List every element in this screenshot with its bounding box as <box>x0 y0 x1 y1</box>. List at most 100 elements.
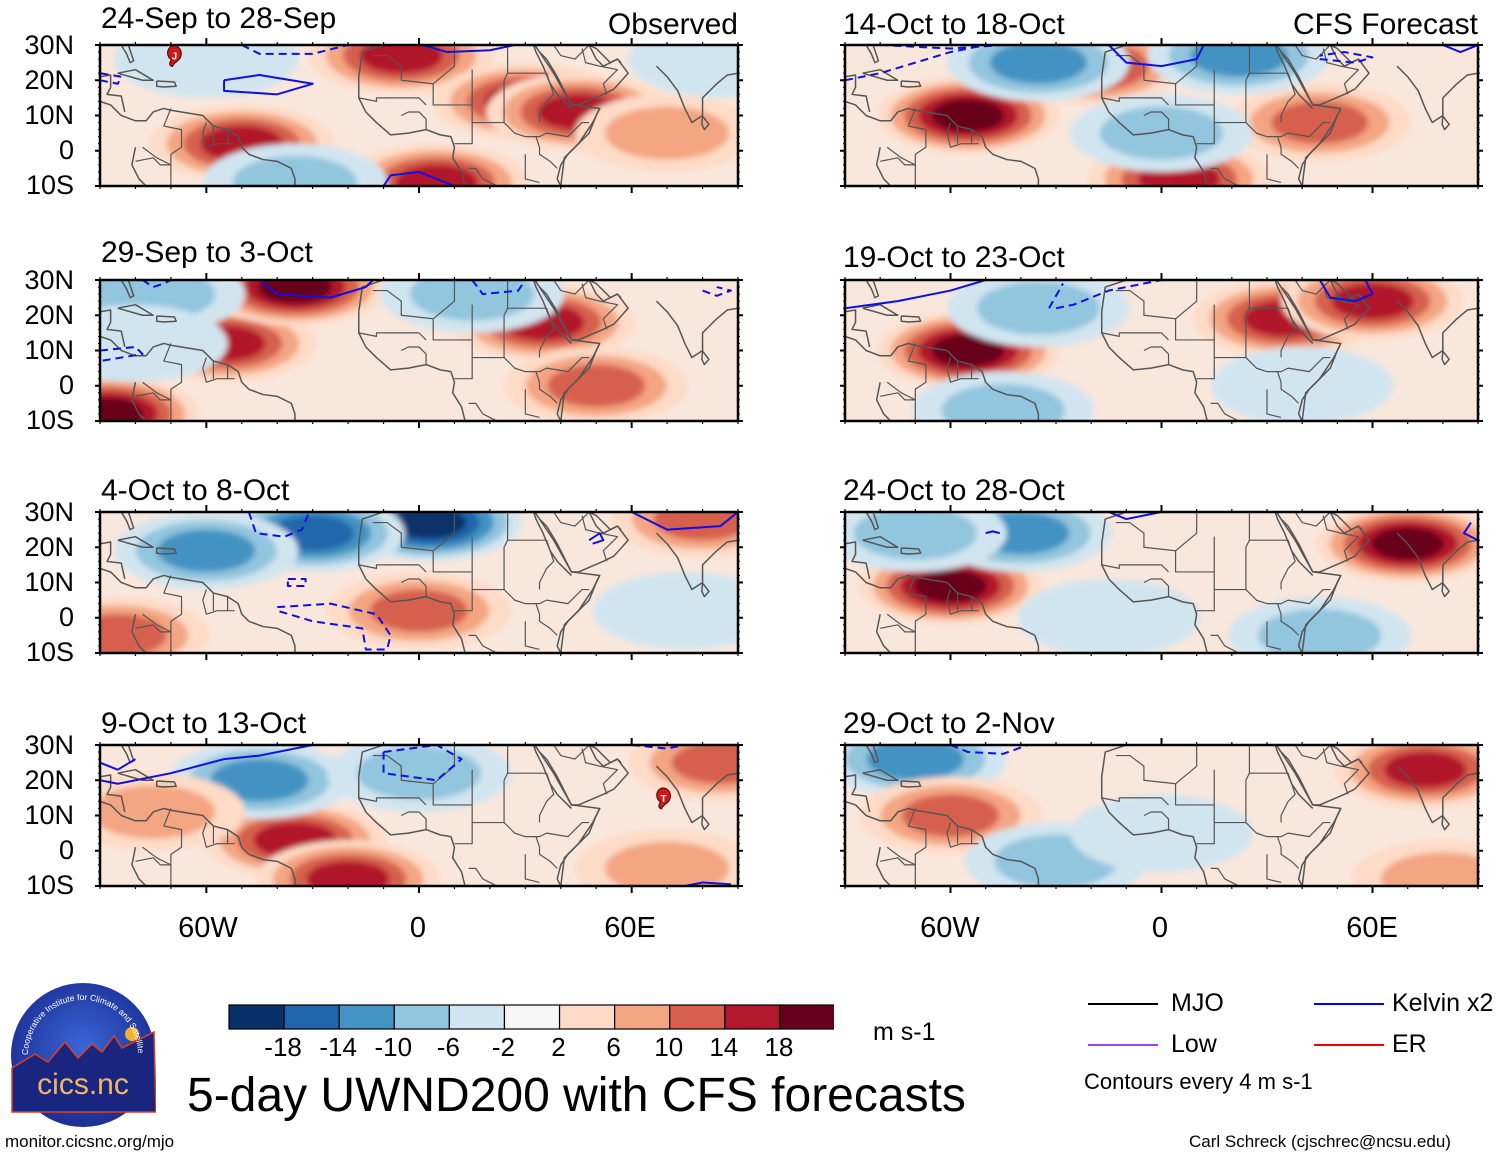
colorbar-units: m s-1 <box>873 1018 936 1046</box>
country-border <box>432 539 547 591</box>
coastline <box>862 768 899 781</box>
kelvin-contour-positive <box>1108 45 1205 68</box>
country-border <box>535 836 558 869</box>
country-border <box>1143 578 1170 597</box>
colorbar-swatch <box>669 1004 726 1030</box>
country-border <box>581 48 619 95</box>
coastline <box>588 280 622 299</box>
coastline <box>701 815 710 831</box>
coastline <box>538 45 629 106</box>
country-border <box>503 821 590 838</box>
country-border <box>1294 745 1331 760</box>
coastline <box>865 280 880 299</box>
country-border <box>1280 540 1296 590</box>
kelvin-contour-positive <box>1442 45 1478 54</box>
country-border <box>1115 745 1198 785</box>
anomaly-contour-fill <box>1381 852 1478 886</box>
country-border <box>1276 371 1300 404</box>
lon-tick-label: 60W <box>920 912 980 944</box>
coastline <box>556 343 601 421</box>
coastline <box>875 147 892 186</box>
colorbar-tick-label: -14 <box>319 1032 357 1062</box>
lon-tick-label: 0 <box>1151 912 1169 944</box>
map-panel-14oct-18oct <box>840 38 1483 193</box>
kelvin-contour-negative <box>1048 283 1064 309</box>
lat-tick-label: 10S <box>25 170 74 200</box>
map-panel-9oct-13oct: T <box>95 738 743 893</box>
country-border <box>535 371 558 404</box>
country-border <box>454 822 473 845</box>
lat-tick-label: 10N <box>24 567 74 597</box>
colorbar-tick-label: -6 <box>436 1032 460 1062</box>
storm-letter: T <box>661 794 667 805</box>
kelvin-contour-positive <box>258 280 374 299</box>
kelvin-contour-positive <box>100 758 136 771</box>
anomaly-contour-fill <box>157 529 256 572</box>
coastline <box>100 800 296 886</box>
coastline <box>1329 280 1363 299</box>
country-border <box>880 624 916 653</box>
lon-tick-label: 0 <box>409 912 427 944</box>
anomaly-contour-fill <box>1271 101 1369 144</box>
country-border <box>535 136 558 169</box>
country-border <box>135 157 172 186</box>
coastline <box>1396 300 1478 359</box>
coastline <box>131 147 147 186</box>
kelvin-contour-negative <box>702 286 732 297</box>
country-border <box>468 167 499 186</box>
coastline <box>155 547 177 555</box>
kelvin-contour-negative <box>100 345 144 363</box>
country-border <box>880 392 916 421</box>
lat-tick-label: 20N <box>24 765 74 795</box>
coastline <box>845 800 1040 886</box>
anomaly-contour-fill <box>370 589 468 632</box>
anomaly-contour-fill <box>1017 578 1201 653</box>
coastline <box>845 309 871 348</box>
anomaly-contour-fill <box>902 794 999 837</box>
coastline <box>100 774 126 813</box>
country-border <box>886 108 927 166</box>
coastline <box>1100 280 1342 421</box>
country-border <box>1322 283 1360 330</box>
colorbar-swatch <box>779 1004 834 1030</box>
coastline <box>1329 745 1363 764</box>
coastline <box>117 303 154 316</box>
coastline <box>1329 512 1363 531</box>
tropical-cyclone-icon: T <box>656 787 671 810</box>
kelvin-contour-negative <box>276 602 392 651</box>
country-border <box>372 45 456 85</box>
coastline <box>1441 815 1450 831</box>
coastline <box>588 45 622 64</box>
kelvin-contour-negative <box>1319 51 1374 64</box>
coastline <box>358 45 601 186</box>
coastline <box>155 780 177 788</box>
anomaly-contour-fill <box>1190 45 1288 77</box>
coastline <box>120 512 135 531</box>
kelvin-contour-negative <box>286 577 307 588</box>
coastline <box>1100 512 1342 653</box>
coastline <box>117 768 154 781</box>
kelvin-contour-negative <box>471 280 527 296</box>
country-border <box>1143 346 1170 365</box>
coastline <box>538 280 629 341</box>
panel-title: 14-Oct to 18-Oct <box>843 8 1065 41</box>
country-border <box>880 857 916 886</box>
cics-logo: Cooperative Institute for Climate and Sa… <box>10 982 156 1127</box>
country-border <box>372 512 456 552</box>
coastline <box>120 280 135 299</box>
country-border <box>432 772 547 824</box>
coastline <box>845 100 1040 186</box>
kelvin-contour-positive <box>1108 512 1162 521</box>
country-border <box>1196 357 1215 380</box>
coastline <box>1280 45 1370 106</box>
country-border <box>553 512 590 527</box>
coastline <box>845 567 1040 653</box>
country-border <box>1101 564 1169 573</box>
coastline <box>1280 280 1370 341</box>
legend-line-low <box>1088 1044 1158 1046</box>
country-border <box>468 402 499 421</box>
tropical-cyclone-icon: J <box>167 45 182 68</box>
coastline <box>1297 575 1342 653</box>
contour-note: Contours every 4 m s-1 <box>1084 1069 1313 1094</box>
lon-tick-label: 60W <box>178 912 238 944</box>
